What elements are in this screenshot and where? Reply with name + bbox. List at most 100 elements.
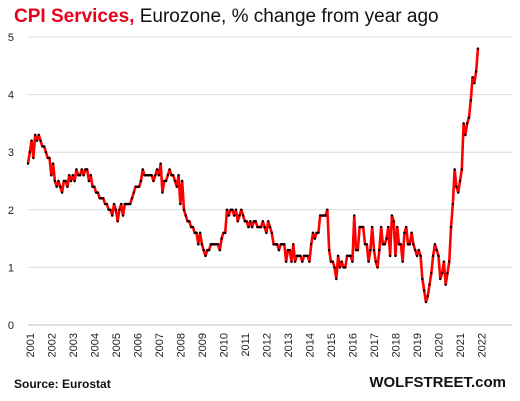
x-tick-label: 2008	[176, 333, 188, 357]
data-point	[336, 254, 340, 258]
data-point	[157, 174, 161, 177]
data-point	[130, 197, 134, 200]
data-point	[204, 254, 207, 258]
data-point	[315, 231, 318, 235]
data-point	[340, 260, 343, 263]
x-tick-label: 2017	[369, 333, 381, 357]
data-point	[378, 248, 381, 252]
data-point	[170, 174, 173, 177]
data-point	[444, 283, 447, 286]
data-point	[338, 266, 342, 269]
x-tick-label: 2002	[47, 333, 59, 357]
data-point	[78, 174, 82, 177]
data-point	[184, 214, 187, 217]
data-point	[213, 243, 216, 246]
data-point	[211, 243, 214, 246]
data-point	[114, 208, 118, 211]
data-point	[51, 162, 55, 165]
data-point	[50, 174, 53, 177]
data-point	[145, 174, 148, 177]
data-point	[448, 260, 451, 263]
data-point	[392, 220, 395, 223]
data-point	[313, 237, 317, 240]
data-point	[299, 254, 302, 258]
data-point	[295, 254, 299, 258]
x-tick-label: 2018	[391, 333, 403, 357]
data-point	[252, 220, 256, 223]
data-point	[442, 260, 446, 263]
data-point	[198, 231, 202, 235]
data-point	[439, 277, 442, 281]
data-point	[369, 248, 372, 252]
data-point	[71, 174, 75, 177]
data-point	[146, 174, 150, 177]
data-point	[229, 208, 232, 211]
data-point	[362, 225, 365, 229]
x-tick-label: 2006	[133, 333, 145, 357]
data-point	[414, 248, 417, 252]
data-point	[191, 225, 195, 229]
data-point	[261, 220, 265, 223]
data-point	[91, 185, 94, 188]
data-point	[250, 225, 254, 229]
data-point	[109, 208, 112, 211]
data-point	[272, 243, 275, 246]
data-point	[329, 260, 333, 263]
data-point	[136, 185, 139, 188]
data-point	[349, 254, 352, 258]
data-point	[324, 214, 327, 217]
data-point	[48, 156, 51, 160]
data-point	[379, 225, 383, 229]
y-tick-label: 4	[8, 90, 14, 102]
data-point	[471, 76, 474, 79]
data-point	[268, 225, 272, 229]
data-point	[376, 266, 379, 269]
data-point	[460, 168, 464, 171]
data-point	[118, 208, 121, 211]
x-tick-label: 2011	[240, 333, 252, 357]
data-point	[462, 122, 465, 125]
data-point	[98, 197, 101, 200]
data-point	[356, 248, 360, 252]
data-point	[365, 243, 368, 246]
data-point	[279, 243, 282, 246]
data-point	[283, 243, 286, 246]
data-point	[302, 254, 306, 258]
data-point	[446, 271, 449, 275]
data-point	[150, 174, 153, 177]
data-point	[372, 248, 376, 252]
data-point	[430, 271, 433, 275]
data-point	[26, 162, 30, 165]
data-point	[188, 220, 191, 223]
data-point	[30, 139, 33, 142]
data-point	[275, 243, 279, 246]
data-point	[236, 220, 239, 223]
data-point	[354, 248, 358, 252]
data-point	[148, 174, 152, 177]
data-point	[218, 248, 222, 252]
data-point	[105, 202, 109, 206]
data-point	[76, 174, 80, 177]
data-point	[163, 179, 166, 183]
data-point	[139, 179, 143, 183]
data-point	[227, 214, 230, 217]
x-tick-label: 2021	[455, 333, 467, 357]
data-point	[317, 231, 320, 235]
chart-title-highlight: CPI Services,	[14, 6, 135, 27]
data-point	[465, 122, 469, 125]
data-point	[80, 168, 83, 171]
data-point	[390, 214, 394, 217]
data-point	[469, 99, 472, 102]
chart-title: CPI Services, Eurozone, % change from ye…	[14, 6, 439, 28]
data-point	[435, 248, 438, 252]
data-point	[476, 47, 480, 50]
data-point	[326, 208, 329, 211]
data-point	[358, 225, 361, 229]
data-point	[189, 225, 193, 229]
x-tick-label: 2019	[412, 333, 424, 357]
data-point	[195, 231, 198, 235]
data-point	[33, 133, 37, 137]
data-point	[177, 174, 180, 177]
data-point	[182, 208, 186, 211]
data-point	[406, 243, 410, 246]
